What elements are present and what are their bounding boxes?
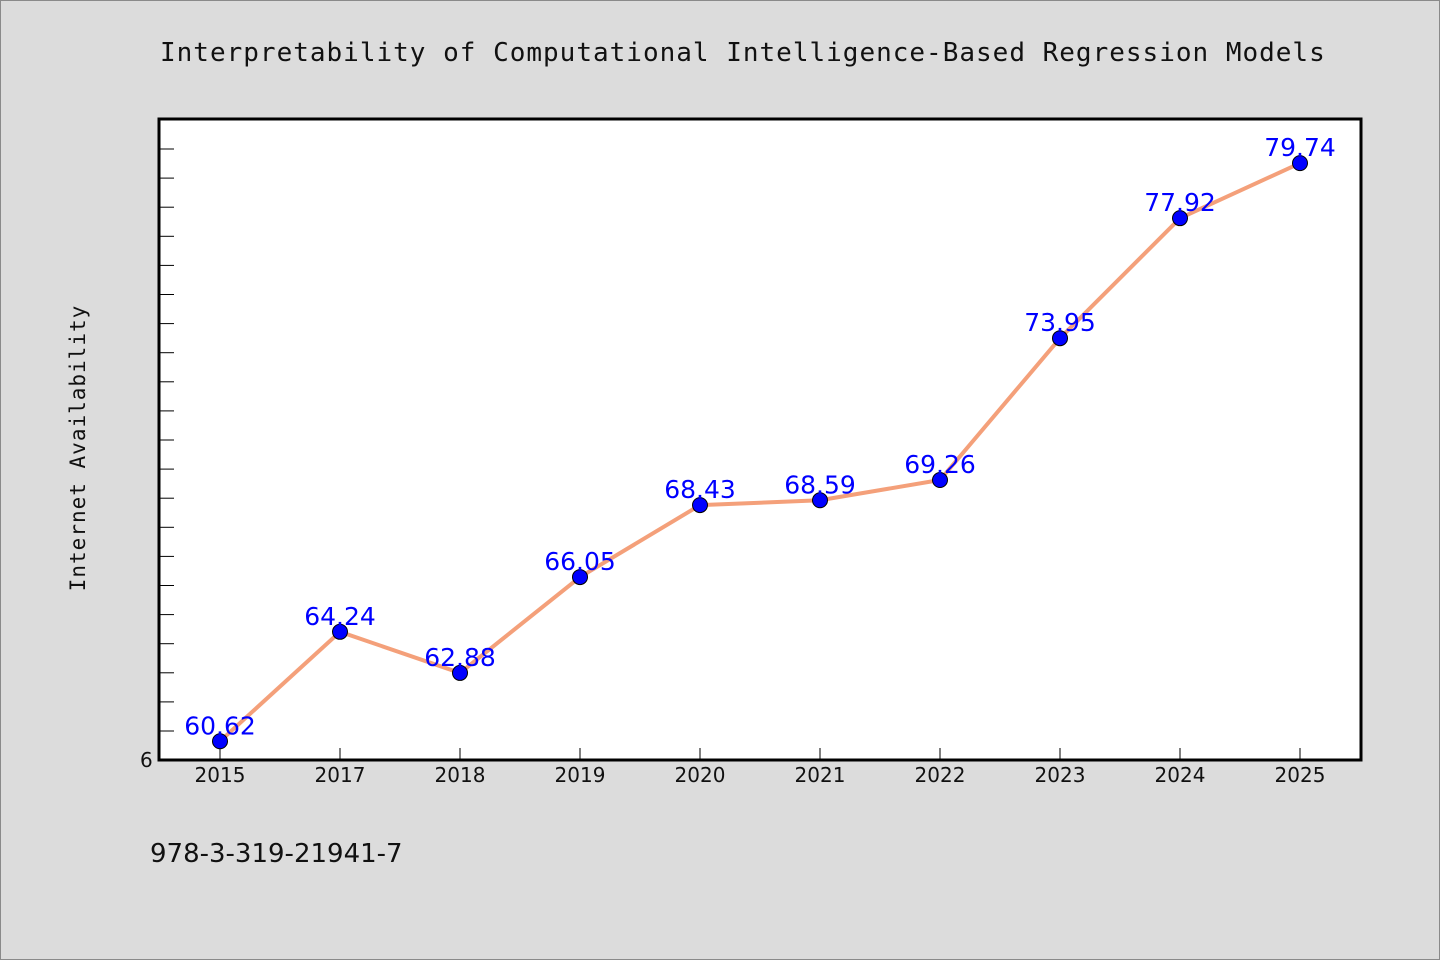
data-point	[572, 569, 588, 586]
data-labels: 60.62 64.24 62.88 66.05 68.43 68.59 69.26 73.95…	[184, 133, 1336, 740]
data-label: 77.92	[1144, 188, 1216, 217]
series-line	[218, 161, 1302, 744]
data-point	[692, 497, 708, 514]
data-point	[1292, 155, 1308, 172]
x-tick-label: 2025	[1275, 763, 1326, 787]
data-label: 73.95	[1024, 308, 1096, 337]
data-label: 68.43	[664, 475, 736, 504]
plot-area	[157, 117, 1363, 762]
data-label: 64.24	[304, 602, 376, 631]
x-axis-ticks: 2015 2017 2018 2019 2020 2021 2022 2023 2024 2025	[195, 748, 1326, 787]
x-tick-label: 2018	[435, 763, 486, 787]
isbn-footer: 978-3-319-21941-7	[150, 839, 403, 869]
y-axis-label: Internet Availability	[66, 305, 90, 592]
data-markers	[212, 155, 1308, 750]
data-point	[332, 623, 348, 640]
data-label: 79.74	[1264, 133, 1336, 162]
chart-title: Interpretability of Computational Intell…	[160, 38, 1326, 68]
data-point	[1172, 210, 1188, 227]
x-tick-label: 2023	[1035, 763, 1086, 787]
y-axis-ticks	[159, 148, 174, 732]
x-tick-label: 2021	[795, 763, 846, 787]
data-label: 66.05	[544, 547, 616, 576]
data-point	[452, 664, 468, 681]
data-point	[932, 472, 948, 489]
x-tick-label: 2017	[315, 763, 366, 787]
x-tick-label: 2019	[555, 763, 606, 787]
data-point	[1052, 330, 1068, 347]
data-label: 62.88	[424, 643, 496, 672]
x-tick-label: 2020	[675, 763, 726, 787]
x-tick-label: 2015	[195, 763, 246, 787]
series-line-group	[218, 161, 1302, 744]
x-tick-label: 2024	[1155, 763, 1206, 787]
y-tick-label: 6	[140, 748, 153, 772]
data-label: 68.59	[784, 470, 856, 499]
data-label: 69.26	[904, 450, 976, 479]
data-point	[212, 733, 228, 750]
data-point	[812, 492, 828, 509]
x-tick-label: 2022	[915, 763, 966, 787]
data-label: 60.62	[184, 711, 256, 740]
